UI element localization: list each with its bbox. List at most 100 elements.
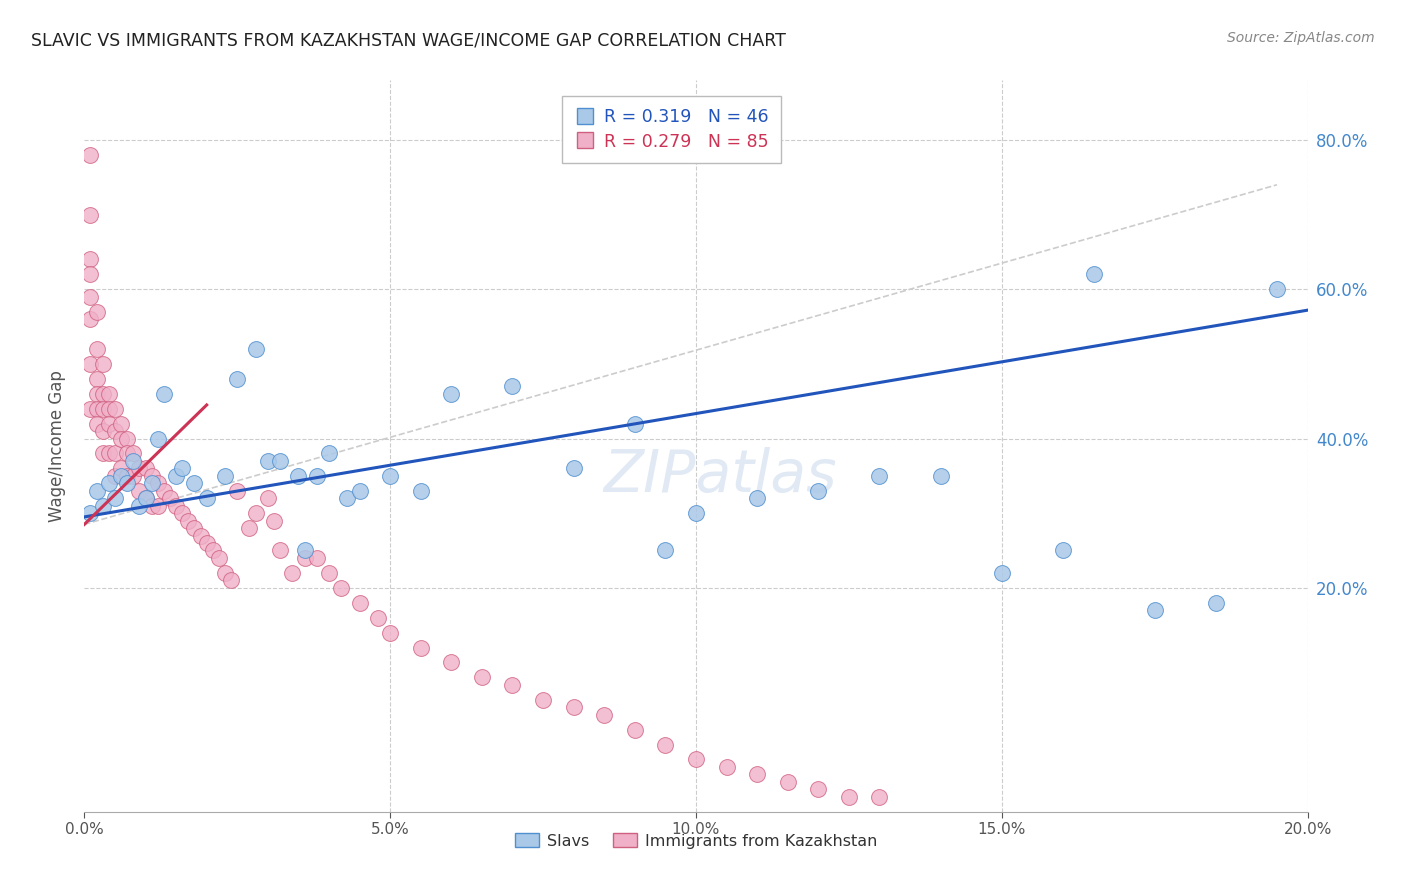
Point	[1205, 596, 1227, 610]
Point	[226, 372, 249, 386]
Point	[1143, 603, 1166, 617]
Point	[135, 491, 157, 506]
Point	[776, 775, 799, 789]
Point	[214, 468, 236, 483]
Point	[115, 476, 138, 491]
Point	[380, 625, 402, 640]
Point	[349, 483, 371, 498]
Point	[104, 446, 127, 460]
Point	[91, 499, 114, 513]
Point	[115, 446, 138, 460]
Point	[135, 461, 157, 475]
Point	[807, 782, 830, 797]
Point	[747, 491, 769, 506]
Point	[97, 417, 120, 431]
Point	[79, 357, 101, 371]
Point	[79, 290, 101, 304]
Point	[122, 446, 145, 460]
Point	[146, 476, 169, 491]
Point	[471, 670, 494, 684]
Point	[201, 543, 224, 558]
Point	[716, 760, 738, 774]
Point	[86, 483, 108, 498]
Point	[269, 543, 291, 558]
Point	[245, 506, 267, 520]
Text: Source: ZipAtlas.com: Source: ZipAtlas.com	[1227, 31, 1375, 45]
Point	[97, 446, 120, 460]
Point	[287, 468, 309, 483]
Point	[79, 252, 101, 267]
Point	[141, 476, 163, 491]
Point	[869, 789, 891, 804]
Point	[305, 551, 328, 566]
Point	[318, 446, 340, 460]
Point	[195, 491, 218, 506]
Point	[502, 379, 524, 393]
Point	[238, 521, 260, 535]
Point	[91, 446, 114, 460]
Point	[305, 468, 328, 483]
Point	[172, 506, 194, 520]
Point	[747, 767, 769, 781]
Point	[245, 342, 267, 356]
Point	[219, 574, 242, 588]
Point	[380, 468, 402, 483]
Point	[141, 499, 163, 513]
Point	[115, 468, 138, 483]
Point	[86, 342, 108, 356]
Point	[195, 536, 218, 550]
Point	[330, 581, 353, 595]
Point	[172, 461, 194, 475]
Y-axis label: Wage/Income Gap: Wage/Income Gap	[48, 370, 66, 522]
Point	[654, 738, 676, 752]
Point	[294, 543, 316, 558]
Text: SLAVIC VS IMMIGRANTS FROM KAZAKHSTAN WAGE/INCOME GAP CORRELATION CHART: SLAVIC VS IMMIGRANTS FROM KAZAKHSTAN WAG…	[31, 31, 786, 49]
Point	[159, 491, 181, 506]
Point	[562, 461, 585, 475]
Point	[79, 401, 101, 416]
Point	[440, 656, 463, 670]
Point	[122, 454, 145, 468]
Point	[135, 491, 157, 506]
Point	[624, 723, 647, 737]
Point	[97, 476, 120, 491]
Point	[91, 357, 114, 371]
Point	[838, 789, 860, 804]
Point	[593, 707, 616, 722]
Point	[128, 499, 150, 513]
Point	[409, 483, 432, 498]
Point	[122, 468, 145, 483]
Point	[104, 468, 127, 483]
Point	[685, 752, 707, 766]
Point	[624, 417, 647, 431]
Point	[685, 506, 707, 520]
Point	[929, 468, 952, 483]
Point	[79, 506, 101, 520]
Point	[110, 417, 132, 431]
Point	[336, 491, 359, 506]
Point	[208, 551, 231, 566]
Point	[104, 491, 127, 506]
Point	[146, 499, 169, 513]
Point	[869, 468, 891, 483]
Point	[257, 454, 280, 468]
Text: ZIPatlas: ZIPatlas	[603, 447, 837, 504]
Point	[177, 514, 200, 528]
Point	[1083, 268, 1105, 282]
Point	[91, 386, 114, 401]
Point	[79, 148, 101, 162]
Point	[110, 461, 132, 475]
Point	[79, 268, 101, 282]
Point	[226, 483, 249, 498]
Point	[269, 454, 291, 468]
Point	[115, 432, 138, 446]
Point	[190, 528, 212, 542]
Point	[146, 432, 169, 446]
Point	[153, 386, 176, 401]
Point	[141, 468, 163, 483]
Point	[79, 312, 101, 326]
Point	[349, 596, 371, 610]
Point	[86, 386, 108, 401]
Point	[531, 692, 554, 706]
Point	[991, 566, 1014, 580]
